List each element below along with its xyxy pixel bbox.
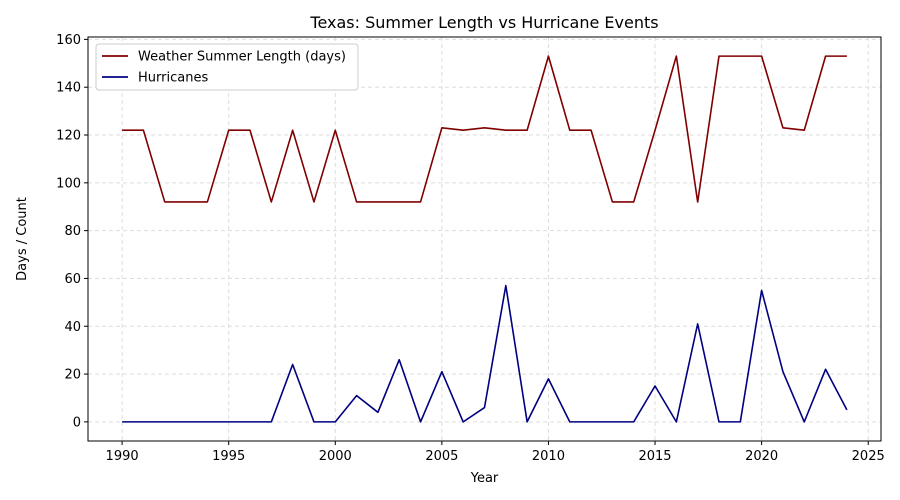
- y-tick-label: 60: [64, 272, 81, 287]
- axis-ticks: 1990 1995 2000 2005 2010 2015 2020 2025 0 20 40 60 8…: [56, 33, 885, 464]
- x-tick-label: 1995: [212, 449, 245, 464]
- y-tick-label: 100: [56, 176, 81, 191]
- y-axis-label: Days / Count: [15, 197, 30, 281]
- series-line-summer-length: [122, 55, 847, 203]
- y-tick-label: 40: [64, 320, 81, 335]
- x-tick-label: 1990: [106, 449, 139, 464]
- x-tick-label: 2020: [745, 449, 778, 464]
- legend-box: [95, 43, 359, 91]
- y-tick-label: 80: [64, 224, 81, 239]
- x-tick-label: 2025: [852, 449, 885, 464]
- x-tick-label: 2000: [319, 449, 352, 464]
- legend-label: Weather Summer Length (days): [138, 50, 346, 65]
- y-tick-label: 140: [56, 81, 81, 96]
- series-lines: [122, 55, 848, 423]
- y-tick-label: 160: [56, 33, 81, 48]
- y-tick-label: 20: [64, 368, 81, 383]
- x-tick-label: 2005: [425, 449, 458, 464]
- legend: Weather Summer Length (days) Hurricanes: [95, 43, 359, 91]
- series-line-hurricanes: [122, 284, 848, 423]
- chart-title: Texas: Summer Length vs Hurricane Events: [309, 13, 658, 32]
- x-tick-label: 2010: [532, 449, 565, 464]
- y-tick-label: 0: [73, 415, 81, 430]
- x-tick-label: 2015: [638, 449, 671, 464]
- plot-frame: [87, 36, 882, 442]
- legend-label: Hurricanes: [138, 71, 208, 86]
- x-axis-label: Year: [470, 471, 499, 486]
- y-tick-label: 120: [56, 129, 81, 144]
